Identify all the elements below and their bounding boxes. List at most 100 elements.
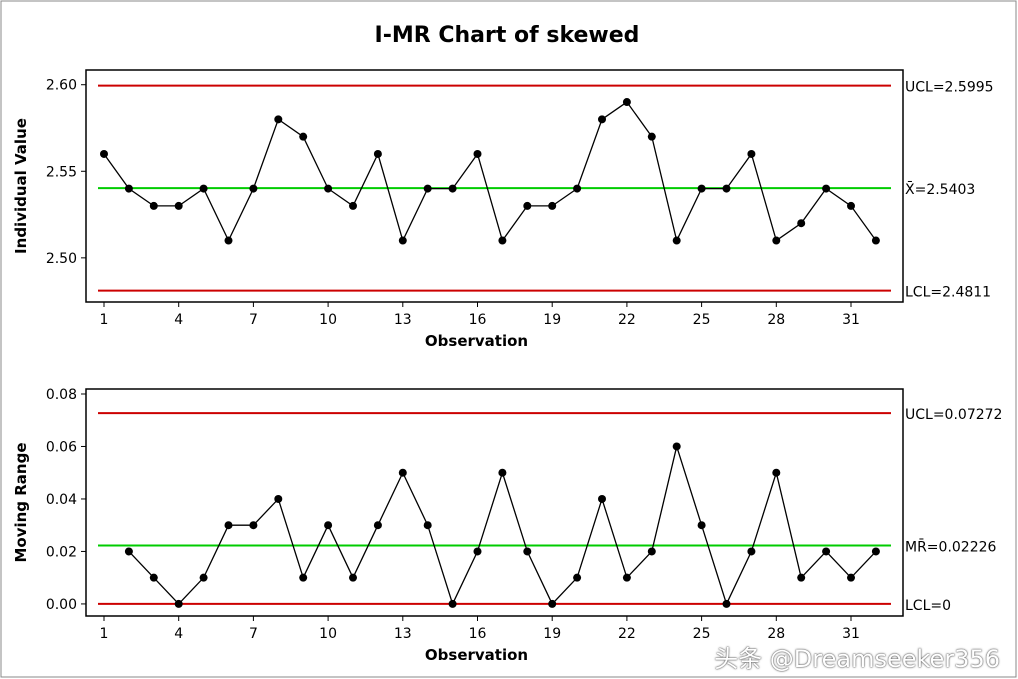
individual-xtick-label: 22 (618, 312, 636, 328)
individual-data-point (398, 236, 407, 245)
moving-range-data-point (224, 521, 233, 530)
individual-data-point (747, 149, 756, 158)
individual-data-point (373, 149, 382, 158)
moving-range-data-point (772, 468, 781, 477)
individual-data-point (199, 184, 208, 193)
moving-range-lcl-label: LCL=0 (905, 598, 951, 614)
moving-range-data-point (647, 547, 656, 556)
moving-range-xtick-label: 25 (693, 626, 711, 642)
individual-xtick-label: 7 (249, 312, 258, 328)
moving-range-center-label: MR̄=0.02226 (905, 538, 997, 556)
moving-range-data-point (124, 547, 133, 556)
individual-data-point (523, 201, 532, 210)
individual-data-point (149, 201, 158, 210)
moving-range-xtick-label: 1 (100, 626, 109, 642)
individual-data-point (473, 149, 482, 158)
moving-range-data-point (722, 599, 731, 608)
moving-range-xtick-label: 4 (174, 626, 183, 642)
moving-range-data-point (822, 547, 831, 556)
individual-data-point (573, 184, 582, 193)
moving-range-data-point (299, 573, 308, 582)
individual-data-point (174, 201, 183, 210)
moving-range-ytick-label: 0.06 (46, 439, 77, 455)
individual-ytick-label: 2.55 (46, 164, 77, 180)
individual-data-point (274, 115, 283, 124)
individual-data-point (847, 201, 855, 210)
individual-data-point (448, 184, 457, 193)
individual-data-point (224, 236, 233, 245)
individual-data-point (871, 236, 880, 245)
individual-plot-frame (85, 69, 904, 303)
moving-range-data-point (573, 573, 582, 582)
individual-data-point (498, 236, 507, 245)
individual-xlabel: Observation (425, 332, 528, 350)
moving-range-xtick-label: 10 (319, 626, 337, 642)
moving-range-xtick-label: 13 (394, 626, 412, 642)
moving-range-ylabel: Moving Range (12, 442, 30, 562)
moving-range-data-point (149, 573, 158, 582)
moving-range-xtick-label: 31 (842, 626, 860, 642)
moving-range-data-point (473, 547, 482, 556)
moving-range-data-point (598, 494, 606, 503)
moving-range-data-point (349, 573, 357, 582)
individual-data-point (249, 184, 258, 193)
individual-data-point (598, 115, 606, 124)
individual-data-point (772, 236, 781, 245)
moving-range-data-point (622, 573, 631, 582)
moving-range-ytick-label: 0.08 (46, 387, 77, 403)
moving-range-data-point (672, 442, 681, 451)
individual-xtick-label: 31 (842, 312, 860, 328)
individual-xtick-label: 4 (174, 312, 183, 328)
individual-center-label: X̄=2.5403 (905, 181, 975, 199)
chart-title: I-MR Chart of skewed (375, 23, 640, 48)
moving-range-data-point (448, 599, 457, 608)
moving-range-data-point (249, 521, 258, 530)
moving-range-data-point (199, 573, 208, 582)
individual-data-point (349, 201, 357, 210)
moving-range-xtick-label: 7 (249, 626, 258, 642)
individual-xtick-label: 10 (319, 312, 337, 328)
individual-data-point (797, 219, 806, 228)
individual-data-point (722, 184, 731, 193)
individual-data-point (822, 184, 831, 193)
individual-xtick-label: 1 (100, 312, 109, 328)
individual-data-point (647, 132, 656, 141)
individual-data-point (324, 184, 333, 193)
moving-range-ytick-label: 0.00 (46, 597, 77, 613)
individual-ucl-label: UCL=2.5995 (905, 80, 994, 96)
individual-xtick-label: 25 (693, 312, 711, 328)
individual-xtick-label: 16 (469, 312, 487, 328)
individual-xtick-label: 19 (543, 312, 561, 328)
moving-range-ucl-label: UCL=0.07272 (905, 407, 1002, 423)
individual-data-point (299, 132, 308, 141)
individual-ytick-label: 2.50 (46, 251, 77, 267)
individual-xtick-label: 13 (394, 312, 412, 328)
moving-range-data-point (324, 521, 333, 530)
moving-range-xtick-label: 28 (767, 626, 785, 642)
individual-ytick-label: 2.60 (46, 78, 77, 94)
moving-range-xtick-label: 22 (618, 626, 636, 642)
moving-range-data-point (498, 468, 507, 477)
moving-range-xlabel: Observation (425, 646, 528, 664)
moving-range-xtick-label: 19 (543, 626, 561, 642)
individual-data-point (548, 201, 557, 210)
individual-data-point (100, 149, 108, 158)
moving-range-data-point (797, 573, 806, 582)
moving-range-data-point (373, 521, 382, 530)
moving-range-data-point (398, 468, 407, 477)
individual-data-point (423, 184, 432, 193)
moving-range-data-point (174, 599, 183, 608)
individual-data-point (697, 184, 706, 193)
individual-xtick-label: 28 (767, 312, 785, 328)
watermark: 头条 @Dreamseeker356 (714, 645, 1000, 673)
moving-range-data-point (747, 547, 756, 556)
individual-series-line (103, 101, 877, 243)
moving-range-data-point (871, 547, 880, 556)
moving-range-plot-frame (85, 388, 904, 617)
moving-range-ytick-label: 0.02 (46, 544, 77, 560)
individual-data-point (672, 236, 681, 245)
moving-range-data-point (423, 521, 432, 530)
